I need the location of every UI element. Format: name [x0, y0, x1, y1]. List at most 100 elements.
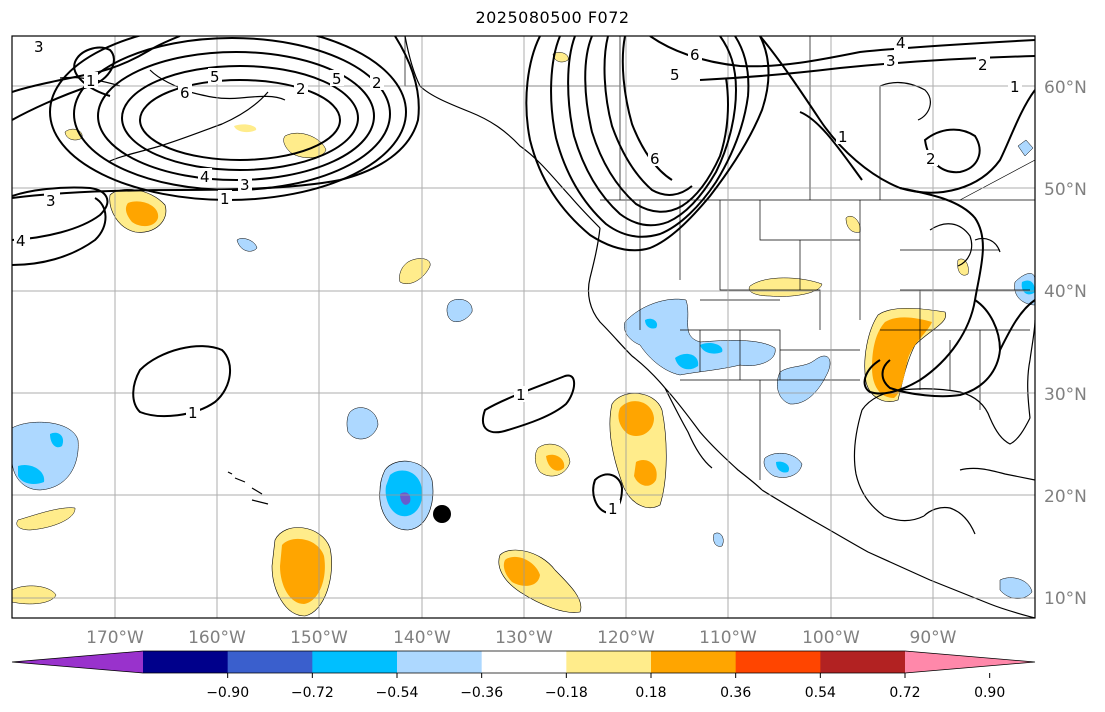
contour-label: 3 — [46, 192, 56, 210]
storm-center-marker — [433, 505, 451, 523]
contour-label: 4 — [200, 168, 210, 186]
anomaly-yellow-blob — [748, 277, 823, 297]
colorbar-segment — [481, 651, 567, 673]
colorbar-segment — [143, 651, 229, 673]
contour-label: 2 — [372, 74, 382, 92]
latitude-labels: 60°N 50°N 40°N 30°N 20°N 10°N — [1044, 78, 1087, 609]
colorbar-extend-right — [905, 651, 1035, 673]
longitude-labels: 170°W 160°W 150°W 140°W 130°W 120°W 110°… — [86, 628, 957, 648]
anomaly-yellow-blob — [552, 52, 569, 63]
colorbar-extend-left — [12, 651, 143, 673]
anomaly-blue-blob — [700, 342, 723, 354]
contour-label: 5 — [670, 66, 680, 84]
colorbar-segment — [820, 651, 906, 673]
anomaly-blue-blob — [50, 432, 64, 448]
anomaly-orange-blob — [872, 317, 932, 398]
contour-label: 2 — [978, 56, 988, 74]
anomaly-blue-blob — [236, 238, 258, 252]
contour-label: 1 — [516, 386, 526, 404]
anomaly-orange-blob — [280, 538, 325, 604]
contour-label: 2 — [296, 80, 306, 98]
lat-label-20n: 20°N — [1044, 487, 1087, 507]
anomaly-blue-blob — [624, 298, 776, 376]
contour-label: 1 — [838, 128, 848, 146]
contour-label: 3 — [34, 38, 44, 56]
contour-label: 1 — [608, 500, 618, 518]
anomaly-blue-blob — [645, 318, 658, 329]
colorbar-tick-label: 0.54 — [805, 685, 836, 701]
colorbar-segment — [651, 651, 737, 673]
colorbar-outline — [11, 650, 1036, 674]
contour-labels: 3 1 6 5 2 5 2 3 — [14, 34, 1022, 518]
anomaly-orange-blob — [618, 401, 654, 437]
anomaly-yellow-blob — [234, 124, 257, 133]
contour-label: 1 — [1010, 78, 1020, 96]
contour-label: 4 — [16, 232, 26, 250]
map-frame — [11, 35, 1036, 619]
anomaly-blue-blob — [1017, 139, 1034, 157]
anomaly-blue-blob — [446, 299, 473, 323]
contour-label: 5 — [210, 68, 220, 86]
lat-label-60n: 60°N — [1044, 78, 1087, 98]
colorbar-tick-label: 0.72 — [889, 685, 920, 701]
colorbar-tick-label: −0.18 — [545, 685, 588, 701]
contour-label: 6 — [650, 150, 660, 168]
colorbar-segment — [312, 651, 398, 673]
lon-label-130w: 130°W — [495, 628, 553, 648]
anomaly-orange-blob — [503, 556, 540, 586]
lon-label-150w: 150°W — [290, 628, 348, 648]
anomaly-blue-blob — [18, 464, 45, 484]
anomaly-orange-blob — [634, 460, 657, 486]
anomaly-yellow-blob — [16, 507, 76, 531]
anomaly-blue-blob — [400, 492, 411, 505]
contour-label: 3 — [240, 176, 250, 194]
lon-label-170w: 170°W — [86, 628, 144, 648]
anomaly-orange-blob — [125, 201, 159, 227]
contour-label: 6 — [690, 46, 700, 64]
colorbar-tick-label: 0.18 — [635, 685, 666, 701]
anomaly-blue-blob — [675, 353, 699, 370]
contour-label: 3 — [886, 52, 896, 70]
contour-label: 2 — [926, 150, 936, 168]
anomaly-blue-blob — [346, 407, 379, 440]
contour-label: 1 — [220, 190, 230, 208]
borders — [404, 36, 1035, 480]
colorbar-tick-label: 0.90 — [974, 685, 1005, 701]
map-title: 2025080500 F072 — [475, 8, 630, 27]
lon-label-120w: 120°W — [597, 628, 655, 648]
contour-label: 6 — [180, 84, 190, 102]
colorbar: −0.90 −0.72 −0.54 −0.36 −0.18 0.18 0.36 0.54 0.7… — [11, 650, 1036, 701]
lat-label-10n: 10°N — [1044, 589, 1087, 609]
lon-label-110w: 110°W — [699, 628, 757, 648]
lon-label-90w: 90°W — [910, 628, 957, 648]
colorbar-segment — [735, 651, 821, 673]
contour-label: 1 — [188, 404, 198, 422]
anomaly-blue-blob — [776, 461, 790, 473]
anomaly-yellow-blob — [283, 132, 327, 158]
anomaly-blue-blob — [713, 532, 724, 547]
colorbar-segment — [397, 651, 483, 673]
lon-label-100w: 100°W — [802, 628, 860, 648]
shaded-anomalies — [12, 52, 1035, 617]
colorbar-tick-label: 0.36 — [720, 685, 751, 701]
colorbar-segment — [227, 651, 313, 673]
lat-label-30n: 30°N — [1044, 385, 1087, 405]
contour-label: 1 — [86, 72, 96, 90]
colorbar-tick-label: −0.72 — [291, 685, 334, 701]
lat-label-50n: 50°N — [1044, 180, 1087, 200]
colorbar-tick-label: −0.54 — [376, 685, 419, 701]
lon-label-160w: 160°W — [188, 628, 246, 648]
lon-label-140w: 140°W — [393, 628, 451, 648]
contour-label: 4 — [896, 34, 906, 52]
anomaly-yellow-blob — [957, 258, 969, 276]
anomaly-blue-blob — [999, 577, 1033, 599]
anomaly-yellow-blob — [12, 585, 57, 605]
contour-label: 5 — [332, 70, 342, 88]
colorbar-segment — [566, 651, 652, 673]
anomaly-orange-blob — [546, 454, 565, 471]
lat-label-40n: 40°N — [1044, 282, 1087, 302]
colorbar-tick-label: −0.90 — [206, 685, 249, 701]
height-contours — [12, 36, 1035, 514]
colorbar-tick-label: −0.36 — [460, 685, 503, 701]
